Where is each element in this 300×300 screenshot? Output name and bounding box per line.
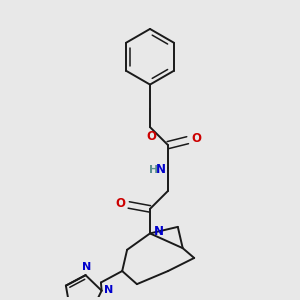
Text: O: O <box>147 130 157 143</box>
Text: O: O <box>191 132 201 145</box>
Text: N: N <box>154 225 164 238</box>
Text: N: N <box>156 163 167 176</box>
Text: N: N <box>82 262 91 272</box>
Text: H: H <box>149 165 158 175</box>
Text: O: O <box>116 197 125 210</box>
Text: N: N <box>104 285 113 295</box>
